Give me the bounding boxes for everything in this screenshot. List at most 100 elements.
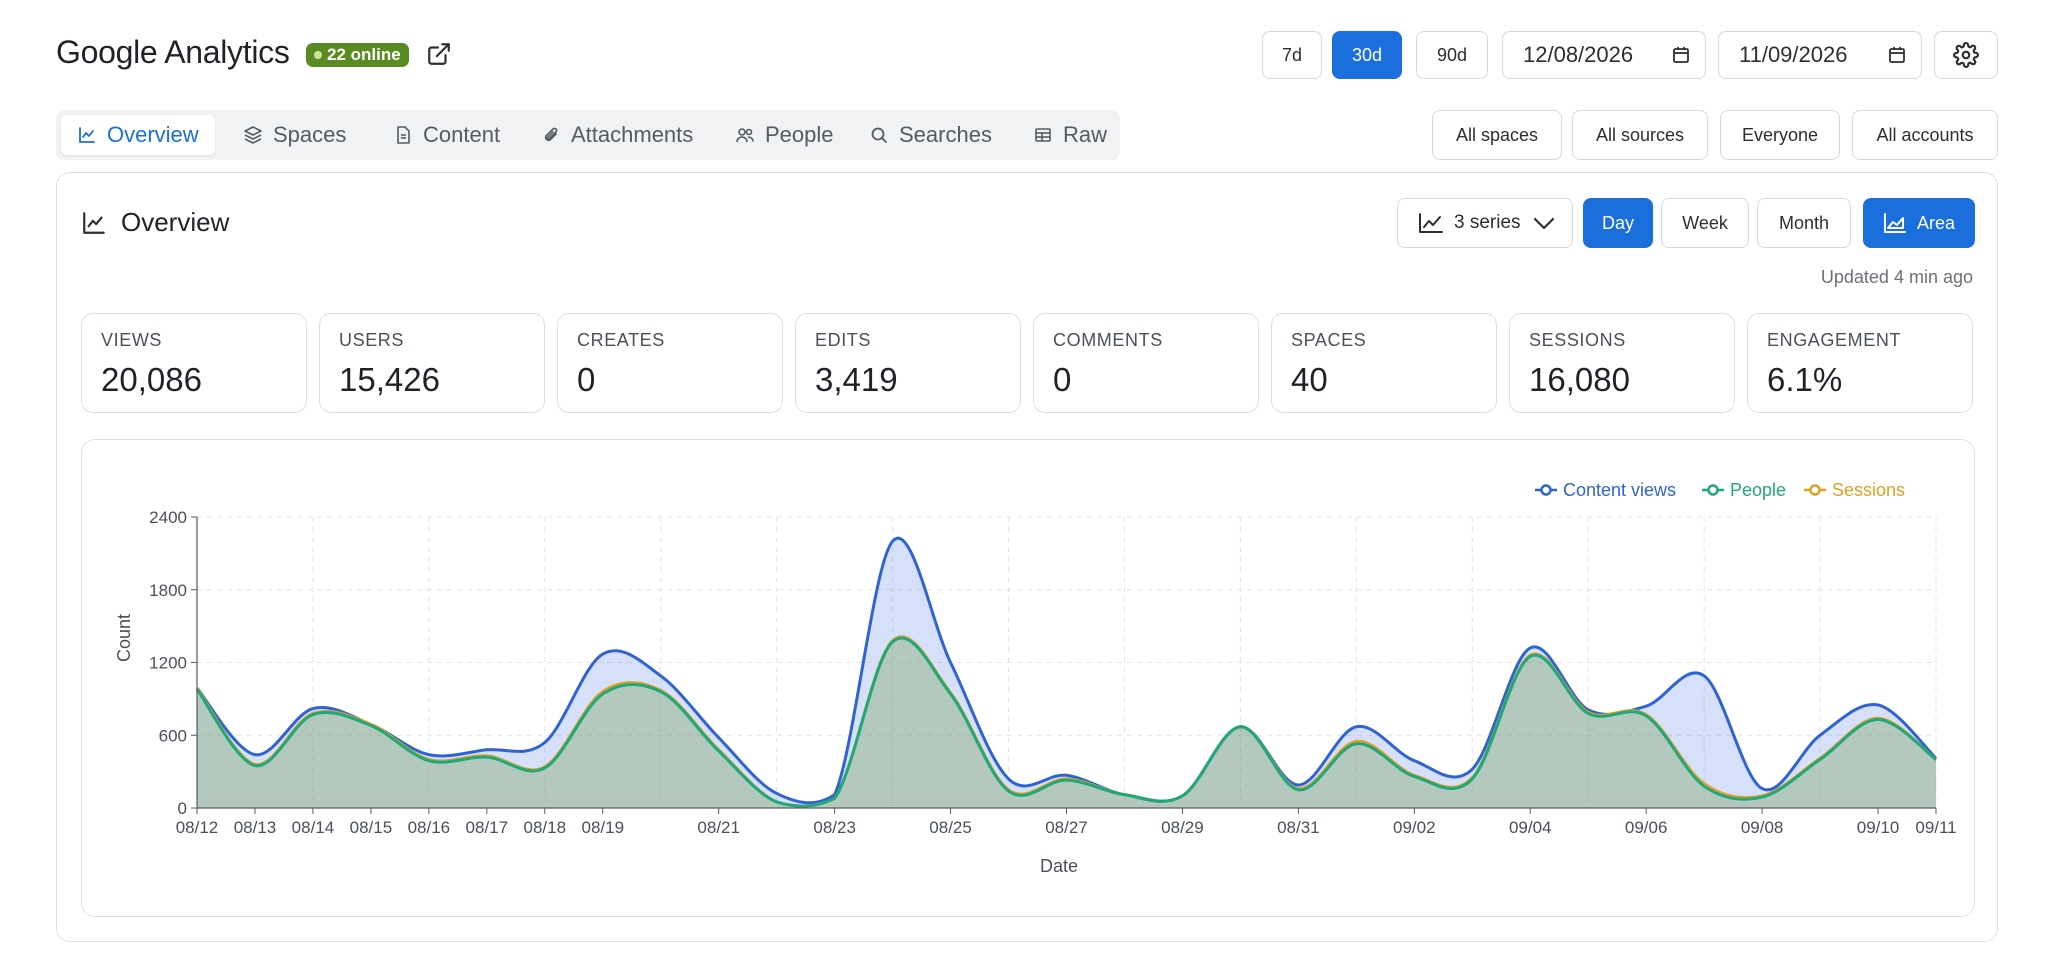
date-from-value: 12/08/2026 <box>1523 42 1634 67</box>
y-tick-label: 1800 <box>149 581 187 600</box>
chart-line-icon <box>79 127 95 143</box>
granularity-month-button[interactable]: Month <box>1757 198 1851 248</box>
stat-value: 20,086 <box>101 361 202 398</box>
y-tick-label: 0 <box>178 799 187 818</box>
stat-label: ENGAGEMENT <box>1767 330 1902 350</box>
stat-value: 3,419 <box>815 361 898 398</box>
series-people-legend-label: People <box>1730 480 1786 500</box>
updated-timestamp: Updated 4 min ago <box>1820 267 1973 287</box>
series-select[interactable]: 3 series <box>1397 198 1573 248</box>
stats-row: VIEWS 20,086 USERS 15,426 CREATES 0 EDIT… <box>81 313 1975 413</box>
date-from-field[interactable]: 12/08/2026 <box>1502 31 1706 79</box>
stat-value: 40 <box>1291 361 1328 398</box>
tab-content[interactable]: Content <box>377 115 516 155</box>
x-axis-label: Date <box>1040 856 1078 876</box>
series-sessions-legend-label: Sessions <box>1832 480 1905 500</box>
series-select-label: 3 series <box>1454 212 1521 233</box>
stat-card-engagement: ENGAGEMENT 6.1% <box>1747 313 1973 413</box>
area-toggle-label: Area <box>1916 212 1956 233</box>
calendar-icon[interactable] <box>1671 45 1691 65</box>
online-dot-icon <box>314 51 322 59</box>
calendar-icon[interactable] <box>1887 45 1907 65</box>
layers-icon <box>244 126 262 144</box>
document-icon <box>397 126 410 144</box>
stat-value: 6.1% <box>1767 361 1843 398</box>
series-content-views-line <box>195 536 1938 805</box>
granularity-day-button[interactable]: Day <box>1583 198 1653 248</box>
stat-label: COMMENTS <box>1053 330 1163 350</box>
chart-line-icon <box>1419 213 1443 233</box>
x-tick-label: 08/15 <box>350 818 393 837</box>
x-tick-label: 08/13 <box>234 818 277 837</box>
range-30d-button[interactable]: 30d <box>1332 31 1402 79</box>
filter-sources-button[interactable]: All sources <box>1572 110 1708 160</box>
chart-container: 0 600 1200 1800 2400 08/12 08/13 08/14 08/15 08/1… <box>81 439 1975 917</box>
area-chart: 0 600 1200 1800 2400 08/12 08/13 08/14 08/15 08/1… <box>114 480 1957 876</box>
range-90d-button[interactable]: 90d <box>1416 31 1488 79</box>
settings-button[interactable] <box>1934 31 1998 79</box>
stat-label: EDITS <box>815 330 872 350</box>
series-people-area <box>197 637 1936 808</box>
stat-card-sessions: SESSIONS 16,080 <box>1509 313 1735 413</box>
tab-people[interactable]: People <box>719 115 850 155</box>
chart-line-icon <box>83 211 105 234</box>
stat-card-comments: COMMENTS 0 <box>1033 313 1259 413</box>
nav-tabs: Overview Spaces Content Attachments Peop… <box>56 110 1120 160</box>
x-tick-label: 08/19 <box>581 818 624 837</box>
x-tick-label: 09/11 <box>1915 818 1956 837</box>
tab-searches[interactable]: Searches <box>853 115 1008 155</box>
x-tick-label: 08/27 <box>1045 818 1088 837</box>
overview-title: Overview <box>81 207 229 238</box>
series-sessions-legend-marker <box>1809 484 1821 496</box>
external-link-icon[interactable] <box>426 41 452 67</box>
granularity-week-button[interactable]: Week <box>1661 198 1749 248</box>
stat-card-creates: CREATES 0 <box>557 313 783 413</box>
tab-attachments[interactable]: Attachments <box>525 115 709 155</box>
x-tick-label: 09/02 <box>1393 818 1436 837</box>
x-tick-label: 08/18 <box>524 818 567 837</box>
date-to-field[interactable]: 11/09/2026 <box>1718 31 1922 79</box>
x-tick-label: 08/25 <box>929 818 972 837</box>
stat-label: SPACES <box>1291 330 1367 350</box>
filter-spaces-button[interactable]: All spaces <box>1432 110 1562 160</box>
chart-axes: 0 600 1200 1800 2400 08/12 08/13 08/14 08/15 08/1… <box>149 508 1956 837</box>
app-title: Google Analytics <box>56 34 290 70</box>
x-tick-label: 09/10 <box>1857 818 1900 837</box>
tab-label: Overview <box>107 122 199 147</box>
stat-value: 16,080 <box>1529 361 1630 398</box>
y-tick-label: 600 <box>159 726 187 745</box>
x-tick-label: 08/12 <box>176 818 219 837</box>
stat-value: 0 <box>577 361 596 398</box>
y-axis-label: Count <box>114 614 134 662</box>
search-icon <box>871 127 887 143</box>
tab-overview[interactable]: Overview <box>61 115 215 155</box>
x-tick-label: 08/17 <box>466 818 509 837</box>
x-tick-label: 09/04 <box>1509 818 1552 837</box>
y-tick-label: 2400 <box>149 508 187 527</box>
paperclip-icon <box>544 127 558 142</box>
x-tick-label: 08/21 <box>697 818 740 837</box>
area-chart-icon <box>1883 213 1906 233</box>
tab-label: Searches <box>899 122 992 147</box>
tab-label: Spaces <box>273 122 347 147</box>
stat-card-spaces: SPACES 40 <box>1271 313 1497 413</box>
area-chart-toggle[interactable]: Area <box>1863 198 1975 248</box>
stat-label: VIEWS <box>101 330 163 350</box>
x-tick-label: 09/06 <box>1625 818 1668 837</box>
stat-value: 15,426 <box>339 361 440 398</box>
tab-raw[interactable]: Raw <box>1017 115 1123 155</box>
series-content-views-legend-marker <box>1540 484 1552 496</box>
chart-legend: Content views People Sessions <box>1535 480 1905 500</box>
range-7d-button[interactable]: 7d <box>1262 31 1322 79</box>
x-tick-label: 08/16 <box>408 818 451 837</box>
table-icon <box>1035 128 1051 142</box>
x-tick-label: 08/23 <box>813 818 856 837</box>
filter-accounts-button[interactable]: All accounts <box>1852 110 1998 160</box>
chart-areas <box>195 536 1938 808</box>
filter-people-button[interactable]: Everyone <box>1720 110 1840 160</box>
tab-label: Attachments <box>571 122 694 147</box>
top-bar: Google Analytics 22 online <box>56 30 1998 80</box>
tab-spaces[interactable]: Spaces <box>227 115 362 155</box>
x-tick-label: 08/31 <box>1277 818 1320 837</box>
overview-card: Overview 3 series Day Week Month Area Up… <box>56 172 1998 942</box>
